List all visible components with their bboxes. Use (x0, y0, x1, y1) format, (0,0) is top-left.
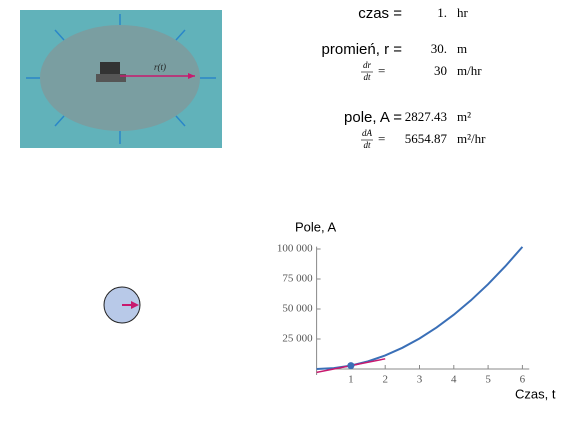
x-tick-label: 4 (451, 374, 457, 386)
small-circle (103, 286, 141, 324)
readout-value: 5654.87 (405, 131, 448, 146)
current-point (347, 362, 355, 370)
x-tick-label: 6 (520, 374, 526, 386)
ocean-image: r(t) (20, 10, 222, 148)
equals: = (378, 131, 385, 146)
readout-value: 30 (434, 63, 447, 78)
readout-unit: m²/hr (457, 131, 486, 146)
fraction-num: dA (362, 128, 373, 138)
readout-unit: hr (457, 5, 469, 20)
y-axis-label: Pole, A (295, 219, 337, 234)
y-tick-label: 25 000 (282, 333, 313, 345)
y-tick-label: 75 000 (282, 273, 313, 285)
readout-label: pole, A = (344, 109, 402, 126)
x-tick-label: 3 (417, 374, 423, 386)
readout-label: czas = (358, 5, 402, 22)
fraction-num: dr (363, 60, 372, 70)
readout-value: 1. (437, 5, 447, 20)
series-line (316, 246, 524, 370)
x-axis-label: Czas, t (515, 386, 556, 401)
y-tick-label: 50 000 (282, 303, 313, 315)
fraction-den: dt (363, 72, 371, 82)
readout-label: promień, r = (322, 41, 403, 58)
readout-value: 2827.43 (405, 109, 447, 124)
fraction-den: dt (363, 140, 371, 150)
x-tick-label: 5 (485, 374, 491, 386)
radius-label: r(t) (154, 62, 166, 72)
readout-unit: m/hr (457, 63, 482, 78)
readout-unit: m (457, 41, 467, 56)
readout-unit: m² (457, 109, 471, 124)
x-tick-label: 2 (382, 374, 388, 386)
y-tick-label: 100 000 (277, 243, 313, 255)
x-tick-label: 1 (348, 374, 354, 386)
readout-value: 30. (431, 41, 447, 56)
equals: = (378, 63, 385, 78)
